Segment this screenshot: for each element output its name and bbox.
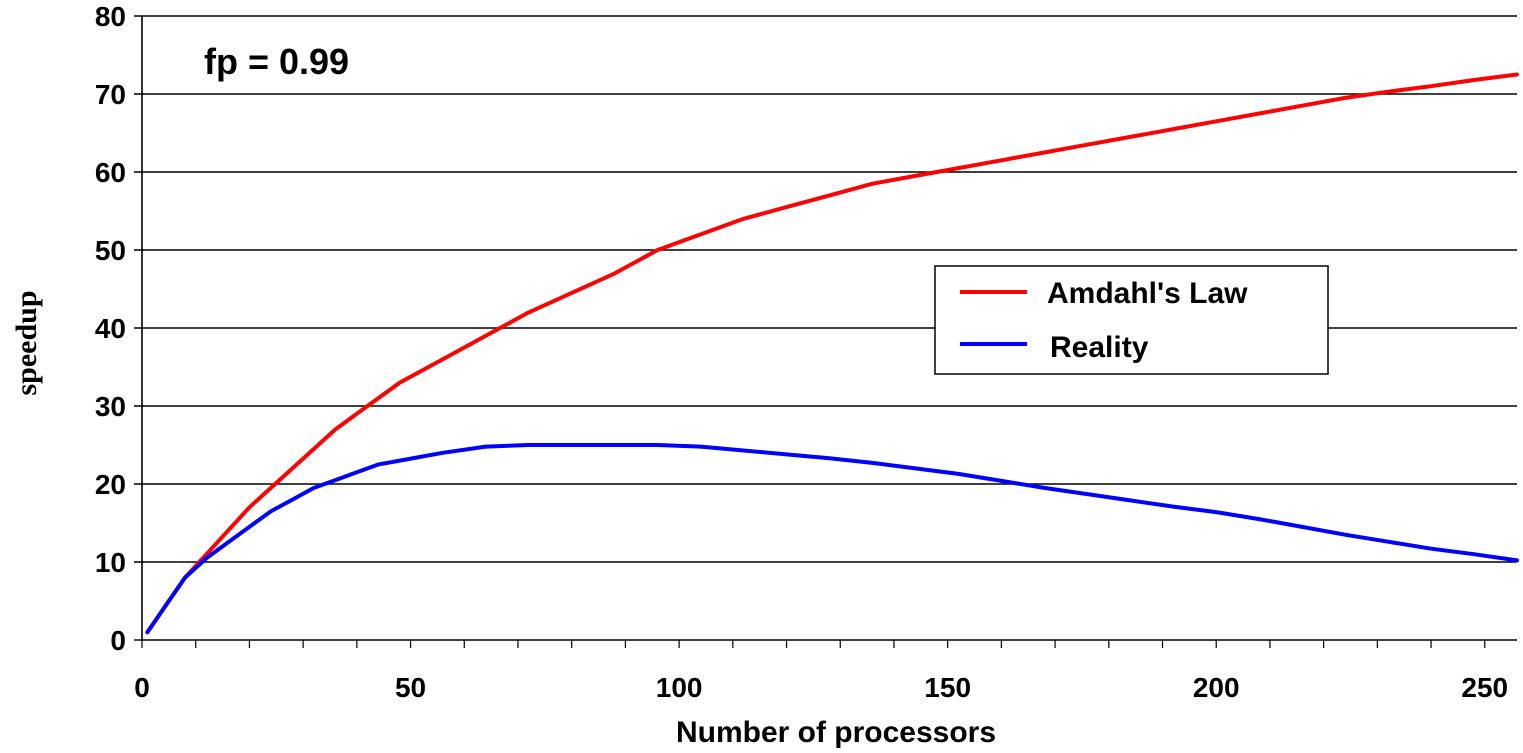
x-tick-label-200: 200	[1193, 672, 1240, 703]
x-axis-ticks: 0 50 100 150 200 250	[134, 672, 1508, 703]
x-tick-label-150: 150	[924, 672, 971, 703]
x-tick-label-50: 50	[395, 672, 426, 703]
legend-label-reality: Reality	[1050, 331, 1149, 364]
legend: Amdahl's Law Reality	[934, 265, 1329, 375]
fp-annotation: fp = 0.99	[204, 41, 349, 82]
x-axis-title: Number of processors	[676, 716, 996, 749]
y-tick-label-0: 0	[110, 625, 126, 656]
y-tick-label-70: 70	[95, 79, 126, 110]
y-tick-label-30: 30	[95, 391, 126, 422]
legend-label-amdahl: Amdahl's Law	[1047, 277, 1248, 310]
y-tick-label-40: 40	[95, 313, 126, 344]
axes	[141, 16, 1517, 648]
series-line-amdahl	[145, 72, 1519, 635]
series-layer	[145, 72, 1519, 635]
y-tick-label-60: 60	[95, 157, 126, 188]
y-tick-label-20: 20	[95, 469, 126, 500]
y-axis-ticks: 0 10 20 30 40 50 60 70 80	[95, 1, 126, 656]
legend-box	[934, 265, 1329, 375]
series-line-reality	[145, 443, 1519, 635]
y-tick-label-80: 80	[95, 1, 126, 32]
y-tick-label-10: 10	[95, 547, 126, 578]
x-tick-label-0: 0	[134, 672, 150, 703]
y-tick-label-50: 50	[95, 235, 126, 266]
x-tick-label-250: 250	[1461, 672, 1508, 703]
y-axis-title: speedup	[10, 290, 43, 395]
x-tick-label-100: 100	[656, 672, 703, 703]
